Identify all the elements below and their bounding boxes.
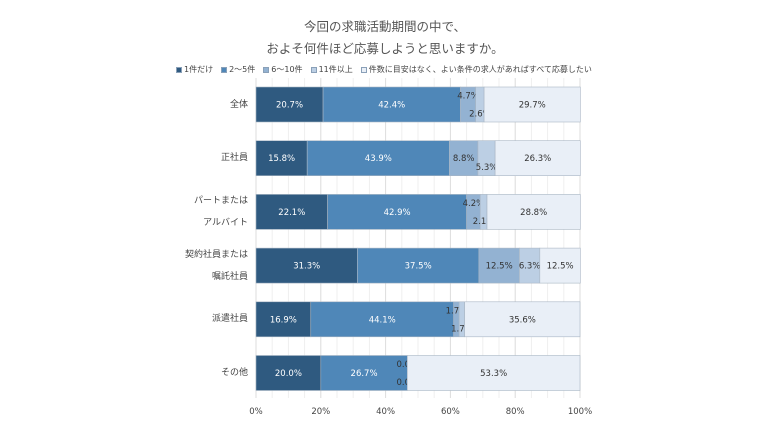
bar-segment: [478, 247, 520, 284]
x-tick-label: 20%: [311, 407, 330, 417]
bar-segment: [539, 247, 581, 284]
data-label: 26.7%: [351, 369, 378, 379]
data-label: 15.8%: [268, 154, 295, 164]
legend-item: 2～5件: [221, 64, 255, 75]
data-label: 26.3%: [524, 154, 551, 164]
data-label: 53.3%: [480, 369, 507, 379]
data-label: 43.9%: [365, 154, 392, 164]
x-tick-label: 60%: [441, 407, 460, 417]
legend: 1件だけ 2～5件 6～10件 11件以上 件数に目安はなく、よい条件の求人があればすべ…: [176, 64, 592, 75]
legend-swatch: [263, 66, 270, 73]
data-label: 4.2%: [463, 199, 485, 209]
data-label: 4.7%: [457, 92, 479, 102]
category-label-line: 契約社員または: [184, 249, 248, 260]
bar-segment: [407, 355, 581, 391]
data-label: 12.5%: [486, 262, 513, 272]
category-label-line: アルバイト: [203, 217, 248, 228]
data-label: 28.8%: [520, 208, 547, 218]
bar-segment: [483, 86, 581, 123]
category-label: 正社員: [168, 147, 248, 169]
category-label-line: 嘱託社員: [211, 271, 248, 282]
bar-segment: [494, 140, 581, 176]
bar-segment: [255, 301, 312, 338]
chart-title-line-2: およそ何件ほど応募しようと思いますか。: [266, 41, 504, 56]
data-label: 31.3%: [293, 262, 320, 272]
legend-swatch: [176, 66, 182, 73]
data-label: 44.1%: [369, 315, 396, 325]
data-label: 20.7%: [276, 101, 303, 111]
chart-title-line-1: 今回の求職活動期間の中で、: [303, 19, 466, 34]
legend-label: 件数に目安はなく、よい条件の求人があればすべて応募したい: [368, 65, 592, 74]
category-label: パートまたはアルバイト: [168, 190, 248, 234]
category-label: 契約社員または嘱託社員: [168, 244, 248, 288]
data-label: 20.0%: [275, 369, 302, 379]
legend-label: 6～10件: [271, 65, 303, 74]
data-label: 5.3%: [476, 163, 498, 173]
category-label-line: 全体: [229, 99, 248, 110]
legend-label: 1件だけ: [184, 65, 214, 74]
data-label: 35.6%: [509, 315, 536, 325]
legend-swatch: [360, 66, 367, 73]
bar-segment: [306, 140, 450, 176]
category-label-line: パートまたは: [193, 195, 248, 206]
data-label: 16.9%: [270, 315, 297, 325]
legend-swatch: [221, 66, 228, 73]
x-tick-label: 80%: [506, 407, 525, 417]
data-label: 22.1%: [278, 208, 305, 218]
bar-segment: [255, 247, 358, 284]
legend-item: 11件以上: [310, 64, 353, 75]
legend-label: 11件以上: [318, 65, 353, 74]
category-label: 全体: [168, 94, 248, 116]
legend-item: 6～10件: [263, 64, 303, 75]
bar-segment: [320, 355, 408, 391]
category-label: その他: [168, 362, 248, 384]
bar-segment: [255, 355, 322, 391]
data-label: 29.7%: [519, 101, 546, 111]
bar-segment: [486, 194, 581, 230]
data-label: 1.7%: [446, 306, 468, 316]
data-label: 8.8%: [453, 154, 475, 164]
bar-segment: [449, 140, 479, 176]
legend-item: 1件だけ: [176, 64, 213, 75]
bar-segment: [255, 86, 324, 123]
bar-segment: [310, 301, 454, 338]
bar-segment: [464, 301, 581, 338]
data-label: 1.7%: [451, 324, 473, 334]
data-label: 12.5%: [547, 262, 574, 272]
data-label: 37.5%: [405, 262, 432, 272]
data-label: 6.3%: [519, 262, 541, 272]
legend-item: 件数に目安はなく、よい条件の求人があればすべて応募したい: [360, 64, 592, 75]
bar-segment: [255, 194, 328, 230]
bar-segment: [255, 140, 308, 176]
data-label: 2.1%: [473, 217, 495, 227]
category-label-line: 正社員: [220, 153, 248, 164]
category-label: 派遣社員: [168, 308, 248, 330]
x-tick-label: 0%: [249, 407, 263, 417]
x-tick-label: 40%: [376, 407, 395, 417]
legend-label: 2～5件: [229, 65, 256, 74]
x-tick-label: 100%: [568, 407, 592, 417]
category-label-line: その他: [220, 368, 248, 378]
data-label: 42.4%: [378, 101, 405, 111]
data-label: 42.9%: [384, 208, 411, 218]
category-label-line: 派遣社員: [211, 314, 248, 325]
data-label: 2.6%: [469, 110, 491, 120]
legend-swatch: [310, 66, 317, 73]
bar-segment: [357, 247, 480, 284]
